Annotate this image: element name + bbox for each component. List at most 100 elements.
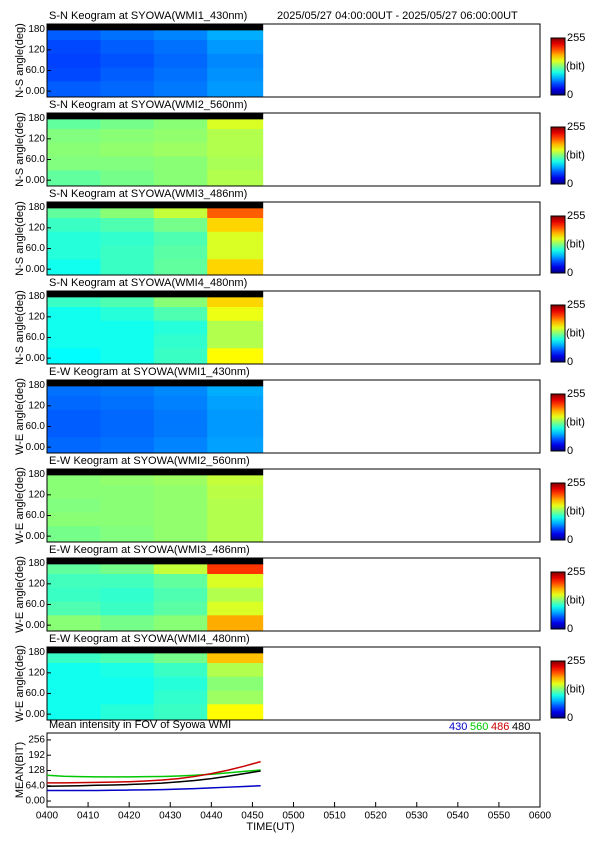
no-data — [47, 113, 101, 120]
heat-cell — [100, 573, 155, 588]
x-tick-label: 0450 — [241, 811, 264, 822]
y-tick-label: 120 — [28, 667, 45, 678]
panel-title: E-W Keogram at SYOWA(WMI2_560nm) — [49, 455, 250, 467]
y-tick-label: 120 — [28, 133, 45, 144]
heat-cell — [153, 423, 208, 438]
heat-cell — [100, 231, 155, 246]
heat-cell — [100, 676, 155, 691]
heat-cell — [207, 601, 264, 616]
y-tick-label: 180 — [28, 291, 45, 302]
heat-cell — [153, 563, 208, 574]
colorbar-label: (bit) — [566, 594, 585, 606]
y-axis-label: MEAN(BIT) — [14, 742, 26, 798]
y-tick-label: 60.0 — [26, 154, 46, 165]
heat-cell — [100, 601, 155, 616]
x-tick-label: 0530 — [406, 811, 429, 822]
heat-cell — [100, 142, 155, 157]
heat-cell — [100, 474, 155, 485]
heat-cell — [47, 29, 101, 40]
colorbar — [550, 304, 566, 363]
heatmap — [47, 202, 264, 275]
heat-cell — [100, 484, 155, 499]
x-axis-label: TIME(UT) — [246, 821, 294, 833]
heat-cell — [47, 484, 101, 499]
plot-frame — [46, 201, 541, 276]
no-data — [47, 291, 101, 298]
y-axis-label: N-S angle(deg) — [14, 201, 26, 276]
panel-title: S-N Keogram at SYOWA(WMI1_430nm) — [49, 10, 247, 22]
heat-cell — [153, 169, 208, 186]
heat-cell — [100, 80, 155, 97]
plot-frame — [46, 732, 541, 808]
heat-cell — [47, 334, 101, 349]
panel-title: E-W Keogram at SYOWA(WMI3_486nm) — [49, 544, 250, 556]
colorbar-label: (bit) — [566, 327, 585, 339]
no-data — [100, 469, 155, 476]
heat-cell — [153, 614, 208, 631]
heat-cell — [207, 436, 264, 453]
heat-cell — [207, 334, 264, 349]
heat-cell — [153, 601, 208, 616]
colorbar-tick-label: 255 — [567, 299, 585, 311]
heat-cell — [207, 347, 264, 364]
panel-title: E-W Keogram at SYOWA(WMI1_430nm) — [49, 366, 250, 378]
no-data — [47, 647, 101, 654]
no-data — [207, 202, 264, 209]
heat-cell — [153, 156, 208, 171]
heat-cell — [207, 652, 264, 663]
heat-cell — [100, 118, 155, 129]
heat-cell — [207, 53, 264, 68]
x-tick-label: 0540 — [447, 811, 470, 822]
x-tick-label: 0510 — [323, 811, 346, 822]
heat-cell — [100, 53, 155, 68]
heat-cell — [207, 512, 264, 527]
y-tick-label: 60.0 — [26, 599, 46, 610]
colorbar-tick-label: 255 — [567, 477, 585, 489]
colorbar-tick-label: 0 — [567, 712, 573, 724]
panel-title: S-N Keogram at SYOWA(WMI4_480nm) — [49, 277, 247, 289]
heat-cell — [47, 423, 101, 438]
no-data — [100, 380, 155, 387]
legend-entry: 480 — [512, 721, 530, 733]
heat-cell — [207, 662, 264, 677]
y-tick-label: 120 — [28, 400, 45, 411]
heatmap — [47, 647, 264, 720]
heat-cell — [153, 587, 208, 602]
y-tick-label: 120 — [28, 44, 45, 55]
heat-cell — [207, 80, 264, 97]
panel-title: Mean intensity in FOV of Syowa WMI — [49, 719, 231, 731]
heat-cell — [47, 118, 101, 129]
legend-entry: 430 — [449, 721, 467, 733]
heat-cell — [100, 409, 155, 424]
heat-cell — [100, 662, 155, 677]
heat-cell — [207, 118, 264, 129]
no-data — [153, 469, 208, 476]
colorbar-tick-label: 255 — [567, 121, 585, 133]
colorbar-label: (bit) — [566, 683, 585, 695]
heat-cell — [207, 614, 264, 631]
heat-cell — [47, 601, 101, 616]
colorbar-label: (bit) — [566, 505, 585, 517]
heat-cell — [47, 436, 101, 453]
heat-cell — [47, 142, 101, 157]
y-tick-label: 128 — [28, 765, 45, 776]
no-data — [153, 24, 208, 31]
colorbar-tick-label: 0 — [567, 89, 573, 101]
plot-frame — [46, 290, 541, 365]
heat-cell — [47, 395, 101, 410]
heat-cell — [47, 320, 101, 335]
heat-cell — [100, 563, 155, 574]
x-tick-label: 0600 — [529, 811, 552, 822]
heat-cell — [100, 587, 155, 602]
no-data — [100, 558, 155, 565]
y-tick-label: 60.0 — [26, 421, 46, 432]
legend-entry: 486 — [491, 721, 509, 733]
heat-cell — [207, 207, 264, 218]
heat-cell — [207, 29, 264, 40]
heat-cell — [100, 385, 155, 396]
heat-cell — [207, 258, 264, 275]
heat-cell — [153, 525, 208, 542]
plot-frame — [46, 468, 541, 543]
no-data — [100, 113, 155, 120]
colorbar — [550, 660, 566, 719]
